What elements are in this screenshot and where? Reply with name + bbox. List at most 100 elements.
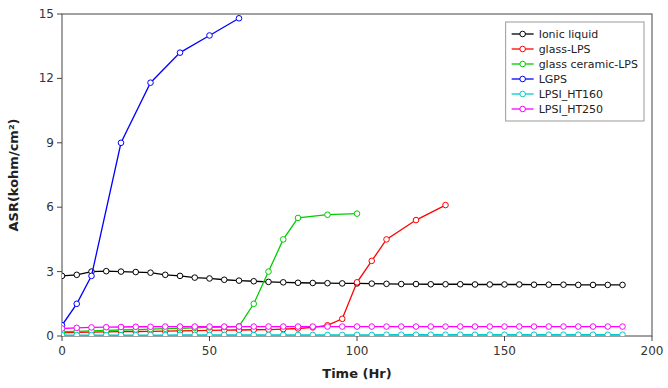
plot-frame (62, 14, 652, 336)
series-marker (561, 332, 567, 336)
series-marker (339, 316, 345, 322)
series-marker (546, 324, 552, 330)
series-marker (266, 279, 272, 285)
series-marker (605, 332, 611, 336)
legend-item: LPSI_HT160 (512, 88, 603, 101)
series-marker (266, 332, 272, 336)
series-marker (133, 324, 139, 330)
series-marker (339, 281, 345, 287)
series-marker (74, 272, 80, 278)
legend: Ionic liquidglass-LPSglass ceramic-LPSLG… (506, 22, 644, 121)
series-marker (354, 324, 360, 330)
series-marker (103, 332, 109, 336)
series-marker (162, 324, 168, 330)
series-marker (339, 324, 345, 330)
series-marker (575, 332, 581, 336)
series-marker (325, 212, 331, 218)
series-marker (443, 202, 449, 208)
series-marker (251, 332, 257, 336)
series-marker (575, 324, 581, 330)
series-marker (62, 332, 65, 336)
series-marker (443, 281, 449, 287)
series-marker (280, 280, 286, 286)
series-marker (516, 324, 522, 330)
x-tick (504, 336, 505, 341)
series-marker (561, 282, 567, 288)
x-tick-label: 150 (493, 344, 516, 358)
series-marker (531, 282, 537, 288)
x-tick-label: 0 (58, 344, 66, 358)
series-marker (236, 15, 242, 21)
series-marker (295, 215, 301, 221)
series-marker (620, 282, 626, 288)
x-tick (62, 336, 63, 341)
series-marker (384, 281, 390, 287)
series-marker (325, 280, 331, 286)
series-marker (280, 237, 286, 243)
legend-item: glass ceramic-LPS (512, 58, 638, 71)
series-marker (207, 332, 213, 336)
series-marker (133, 269, 139, 275)
series-marker (236, 324, 242, 330)
series-marker (177, 50, 183, 56)
series-marker (398, 324, 404, 330)
legend-label: glass ceramic-LPS (539, 58, 638, 71)
series-marker (325, 332, 331, 336)
series-marker (221, 332, 227, 336)
y-tick (57, 271, 62, 272)
series-marker (251, 324, 257, 330)
series-marker (457, 281, 463, 287)
series-marker (310, 324, 316, 330)
series-marker (354, 280, 360, 286)
y-tick-label: 15 (39, 7, 54, 21)
series-marker (74, 332, 80, 336)
chart: 05010015020003691215Time (Hr)ASR(kohm/cm… (0, 0, 668, 388)
series-marker (221, 324, 227, 330)
legend-frame (506, 22, 644, 121)
series-marker (221, 277, 227, 283)
legend-marker (520, 76, 526, 82)
y-tick-label: 6 (46, 200, 54, 214)
series-marker (192, 332, 198, 336)
series-marker (236, 324, 242, 330)
series-marker (192, 324, 198, 330)
series-marker (354, 211, 360, 217)
y-tick-label: 12 (39, 71, 54, 85)
series-marker (207, 324, 213, 330)
legend-item: LGPS (512, 73, 567, 86)
series-marker (207, 33, 213, 39)
series-marker (620, 332, 626, 336)
x-axis-label: Time (Hr) (322, 366, 391, 381)
series-marker (487, 324, 493, 330)
series-marker (575, 282, 581, 288)
series-marker (487, 282, 493, 288)
series-marker (177, 324, 183, 330)
series-marker (251, 301, 257, 307)
series-marker (325, 324, 331, 330)
y-tick-label: 0 (46, 329, 54, 343)
series-marker (236, 332, 242, 336)
series-marker (118, 140, 124, 146)
series-marker (62, 326, 65, 332)
series-marker (266, 269, 272, 275)
series-marker (398, 332, 404, 336)
series-marker (413, 332, 419, 336)
series-marker (62, 273, 65, 279)
series-marker (74, 325, 80, 331)
series-marker (516, 332, 522, 336)
series-marker (118, 324, 124, 330)
series-marker (207, 276, 213, 282)
series-marker (472, 324, 478, 330)
series-marker (546, 282, 552, 288)
series-marker (310, 325, 316, 331)
series-marker (148, 80, 154, 86)
series-marker (561, 324, 567, 330)
series-marker (472, 332, 478, 336)
series-marker (103, 324, 109, 330)
series-marker (118, 269, 124, 275)
series-marker (384, 324, 390, 330)
series-marker (354, 332, 360, 336)
y-axis-label: ASR(kohm/cm²) (6, 118, 21, 231)
series-marker (310, 280, 316, 286)
series-marker (221, 324, 227, 330)
